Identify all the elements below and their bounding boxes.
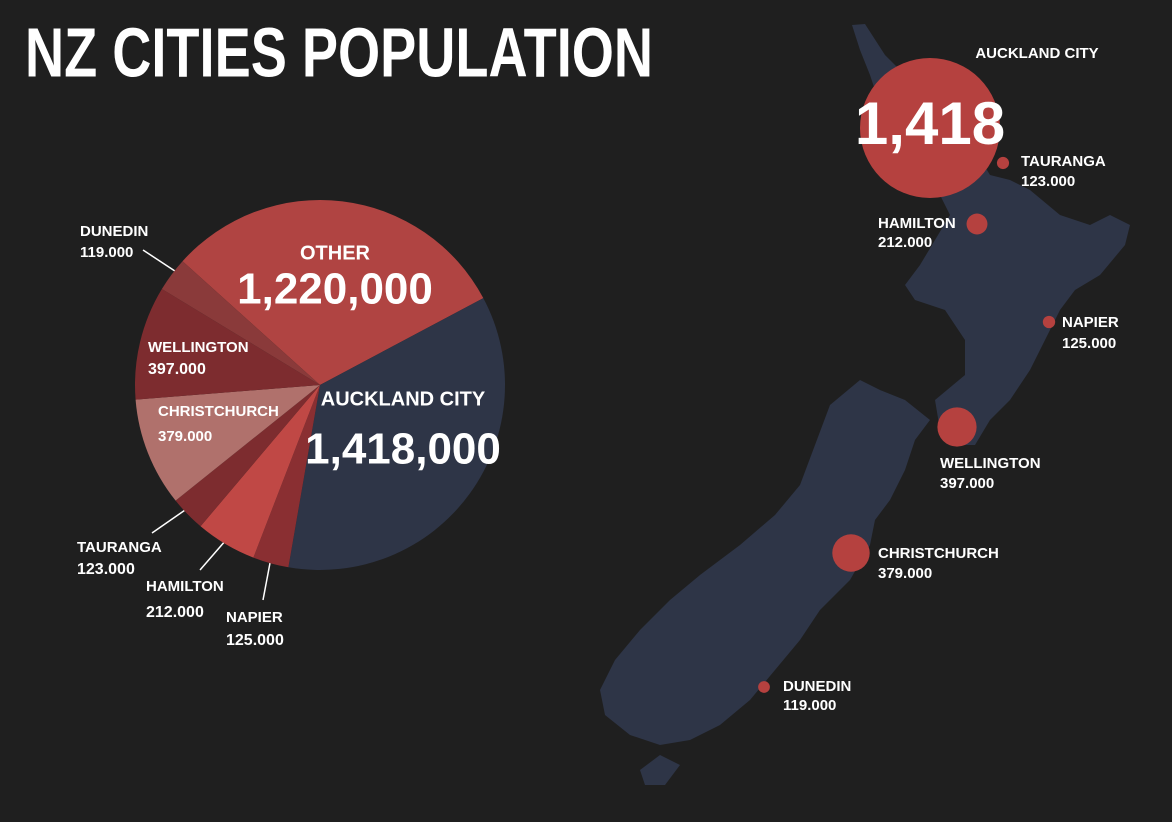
leader-line — [151, 507, 189, 534]
city-value: 1,418 — [855, 90, 1005, 157]
city-label: HAMILTON — [878, 215, 956, 232]
city-bubble — [996, 156, 1010, 170]
slice-label: OTHER — [300, 242, 371, 264]
city-bubble — [1042, 315, 1056, 329]
south-island — [600, 380, 930, 745]
pie-slice — [288, 298, 506, 570]
slice-value: 123.000 — [77, 561, 135, 578]
leader-lines — [142, 249, 271, 601]
city-label: AUCKLAND CITY — [975, 45, 1098, 62]
city-bubble — [937, 407, 977, 447]
slice-label: AUCKLAND CITY — [321, 388, 486, 410]
city-value: 119.000 — [783, 697, 836, 714]
slice-label: NAPIER — [226, 609, 283, 626]
city-label: DUNEDIN — [783, 678, 851, 695]
pie-slice — [161, 261, 320, 385]
slice-value: 1,220,000 — [237, 265, 433, 314]
city-bubble — [832, 534, 870, 572]
slice-label: TAURANGA — [77, 539, 162, 556]
city-bubble — [758, 681, 770, 693]
pie-slice — [200, 385, 320, 558]
pie-slice — [175, 385, 320, 527]
pie-slice — [182, 199, 484, 385]
city-value: 125.000 — [1062, 335, 1116, 352]
leader-line — [199, 539, 227, 571]
slice-label: HAMILTON — [146, 578, 224, 595]
city-bubble — [860, 58, 1000, 198]
stewart-island — [640, 755, 680, 785]
slice-value: 397.000 — [148, 361, 206, 378]
slice-value: 212.000 — [146, 604, 204, 621]
leader-line — [262, 562, 271, 601]
city-value: 379.000 — [878, 565, 932, 582]
slice-value: 119.000 — [80, 244, 133, 261]
slice-value: 379.000 — [158, 428, 212, 445]
pie — [134, 199, 506, 570]
city-label: NAPIER — [1062, 314, 1119, 331]
slice-label: WELLINGTON — [148, 339, 249, 356]
city-value: 212.000 — [878, 234, 932, 251]
pie-slice — [135, 385, 320, 501]
city-label: WELLINGTON — [940, 455, 1041, 472]
slice-value: 125.000 — [226, 632, 284, 649]
title: NZ CITIES POPULATION — [25, 13, 653, 91]
city-bubble — [966, 213, 988, 235]
slice-label: CHRISTCHURCH — [158, 403, 279, 420]
slice-value: 1,418,000 — [305, 425, 501, 474]
city-value: 123.000 — [1021, 173, 1075, 190]
pie-slice — [134, 288, 320, 400]
city-label: TAURANGA — [1021, 153, 1106, 170]
city-label: CHRISTCHURCH — [878, 545, 999, 562]
pie-slice — [253, 385, 320, 568]
slice-label: DUNEDIN — [80, 223, 148, 240]
city-value: 397.000 — [940, 475, 994, 492]
